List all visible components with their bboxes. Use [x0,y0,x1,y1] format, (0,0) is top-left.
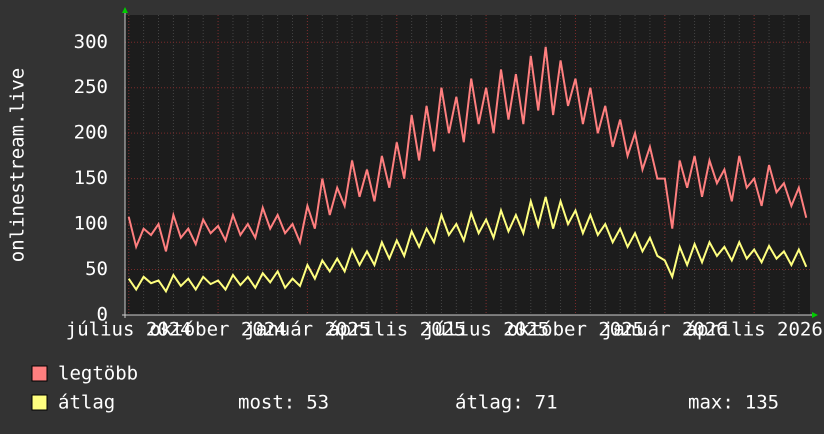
x-tick-label: július 2024 [66,319,192,341]
stat-value: 71 [535,392,558,414]
y-tick-label: 250 [74,76,108,98]
series-line [127,196,808,294]
stat-label: átlag: [455,392,524,414]
marks [127,46,808,294]
y-tick-label: 100 [74,213,108,235]
y-arrow [122,7,128,13]
legend-swatch [31,365,48,382]
x-tick-label: október 2024 [149,319,286,341]
stat-label: most: [238,392,295,414]
y-tick-label: 50 [85,258,108,280]
x-tick-label: január 2025 [244,319,370,341]
y-tick-label: 0 [97,304,108,326]
y-tick-label: 150 [74,167,108,189]
grid [125,15,810,316]
legend-label: legtöbb [58,363,138,385]
stat-value: 135 [745,392,779,414]
series-line [127,46,808,252]
x-arrow [812,312,818,318]
x-tick-label: április 2026 [686,319,823,341]
x-tick-label: január 2026 [602,319,728,341]
x-tick-label: július 2025 [423,319,549,341]
stat-value: 53 [306,392,329,414]
legend-label: átlag [58,392,115,414]
y-axis-label: onlinestream.live [7,68,29,262]
y-tick-label: 300 [74,31,108,53]
y-tick-label: 200 [74,122,108,144]
legend-swatch [31,394,48,411]
stat-label: max: [688,392,734,414]
x-tick-label: október 2025 [507,319,644,341]
x-tick-label: április 2025 [328,319,465,341]
